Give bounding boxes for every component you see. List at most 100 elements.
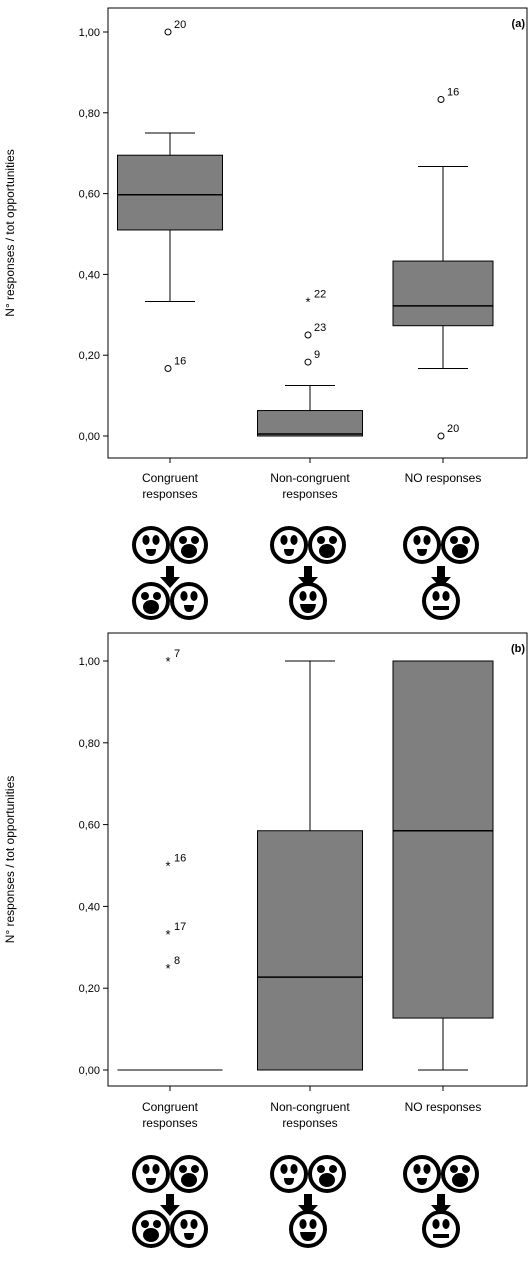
mouth [300,1232,316,1241]
outlier-label: 9 [314,349,320,361]
category-label-line1: Non-congruent [270,1100,350,1114]
arrow-shaft [304,566,312,578]
outlier-label: 16 [174,356,186,368]
outlier-point [164,365,172,373]
y-tick-label: 0,80 [79,738,100,750]
outlier-point [437,432,445,440]
y-tick-label: 0,60 [79,189,100,201]
eye [432,1219,440,1229]
eye [413,1164,421,1174]
smile-wide-face-icon [289,582,327,620]
smile-open-face-icon [403,526,441,564]
category-icon-group [132,526,208,620]
y-axis-label: N° responses / tot opportunities [3,776,17,944]
category-label-line1: NO responses [405,1100,482,1114]
y-tick-label: 0,00 [79,1065,100,1077]
smile-open-face-icon [132,526,170,564]
arrow-shaft [437,566,445,578]
arrow-shaft [437,1194,445,1206]
arrow-shaft [166,566,174,578]
outlier-label: 7 [174,648,180,660]
eye [317,536,325,544]
outlier-point [304,358,312,366]
outlier-label: 16 [447,86,459,98]
category-label-line2: responses [282,1116,337,1130]
mouth [452,544,468,558]
smile-open-face-icon [403,1155,441,1193]
mouth [146,549,156,556]
arrow-head [160,1205,180,1216]
smile-open-face-outline [403,1155,441,1193]
y-tick-label: 1,00 [79,27,100,39]
mouth [284,1178,294,1185]
outlier-label: 23 [314,322,326,334]
smile-wide-face-outline [289,1210,327,1248]
mouth [143,1228,159,1242]
down-arrow-icon [160,566,180,588]
smile-open-face-outline [170,582,208,620]
category-label-line2: responses [142,1116,197,1130]
eye [413,535,421,545]
eye [299,1219,307,1229]
panel-a: (a) 0,00 0,20 0,40 0,60 0,80 1,00 N° responses … [3,7,528,620]
arrow-shaft [166,1194,174,1206]
box-1: * 7 * 16 * 17 * 8 [117,648,223,1071]
eye [329,1165,337,1173]
mouth [300,604,316,613]
y-tick-label: 0,20 [79,350,100,362]
plot-frame [107,632,528,1087]
smile-open-face-icon [270,526,308,564]
mouth-big-open-face-icon [132,1210,170,1248]
outlier-star: * [165,927,170,942]
y-axis-label: N° responses / tot opportunities [3,149,17,317]
panel-label: (b) [511,643,525,655]
box-iqr [257,830,363,1071]
flat-mouth-face-outline [422,582,460,620]
y-tick-label: 0,00 [79,431,100,443]
mouth [417,1178,427,1185]
mouth-big-open-face-icon [132,582,170,620]
category-icon-group [132,1155,208,1248]
smile-open-face-icon [270,1155,308,1193]
mouth-big-open-face-icon [170,526,208,564]
eye [462,536,470,544]
eye [317,1165,325,1173]
mouth [452,1173,468,1187]
mouth-big-open-face-icon [308,1155,346,1193]
eye [442,1219,450,1229]
eye [280,535,288,545]
eye [450,1165,458,1173]
box-iqr [392,260,494,327]
outlier-label: 16 [174,853,186,865]
mouth [184,605,194,612]
category-label-line1: Congruent [142,471,199,485]
arrow-shaft [304,1194,312,1206]
category-icon-group [270,1155,346,1248]
smile-open-face-outline [270,526,308,564]
category-label-line2: responses [282,487,337,501]
mouth [146,1178,156,1185]
outlier-label: 8 [174,955,180,967]
outlier-point [164,28,172,36]
mouth [433,1234,449,1238]
smile-open-face-outline [132,1155,170,1193]
mouth [284,549,294,556]
y-tick-label: 0,60 [79,820,100,832]
eye [290,1164,298,1174]
eye [179,1165,187,1173]
category-icon-group [403,526,479,620]
eye [142,1164,150,1174]
category-icon-group [403,1155,479,1248]
eye [153,1220,161,1228]
smile-wide-face-outline [289,582,327,620]
outlier-label: 22 [314,288,326,300]
eye [190,591,198,601]
box-3 [392,660,494,1071]
outlier-label: 20 [174,19,186,31]
eye [191,536,199,544]
eye [309,1219,317,1229]
smile-open-face-outline [132,526,170,564]
eye [432,591,440,601]
mouth [417,549,427,556]
